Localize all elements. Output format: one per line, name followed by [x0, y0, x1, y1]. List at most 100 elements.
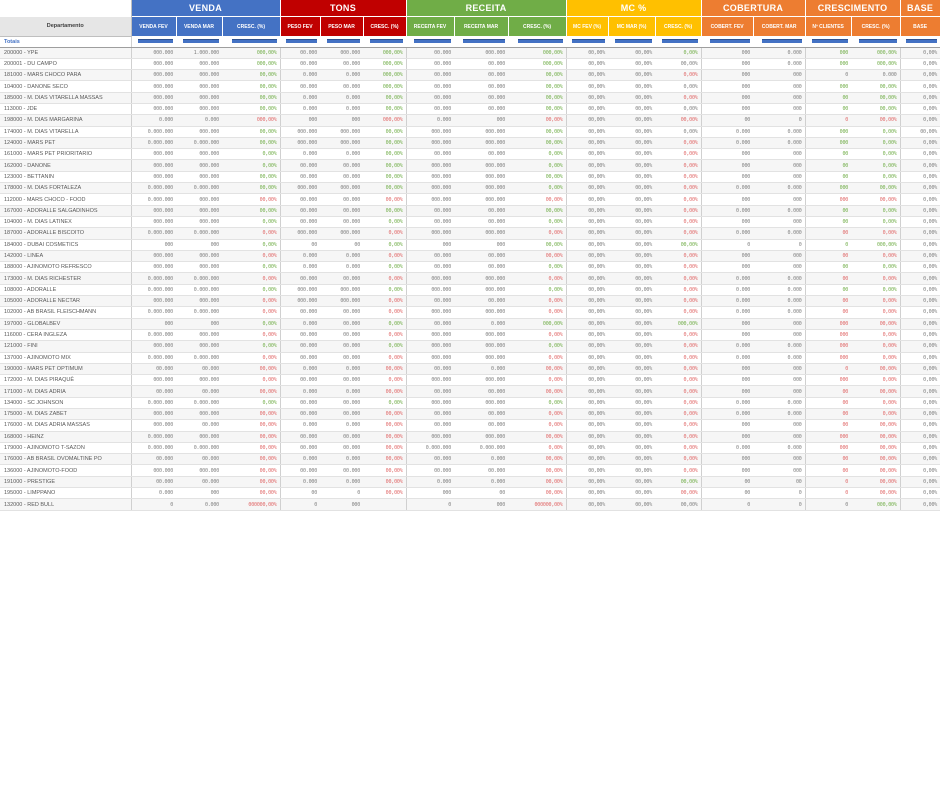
column-header[interactable]: CRESC. (%) — [363, 16, 407, 36]
table-row[interactable]: 142000 - LINEA 000.000 000.000 0,00% 0.000 0.… — [0, 250, 940, 263]
value-cell: 0,00% — [655, 397, 702, 410]
value-cell: 0,00% — [900, 340, 940, 353]
column-header[interactable]: RECEITA FEV — [406, 16, 455, 36]
table-row[interactable]: 187000 - ADORALLE BISCOITO 0.000.000 0.000… — [0, 227, 940, 240]
column-header[interactable]: PESO MAR — [320, 16, 364, 36]
value-cell: 0 — [320, 487, 364, 500]
table-row[interactable]: 176000 - AB BRASIL OVOMALTINE PO 00.000 00… — [0, 453, 940, 466]
table-row[interactable]: 175000 - M. DIAS ZABET 000.000 000.000 00,0… — [0, 408, 940, 421]
value-cell: 000,00% — [851, 498, 901, 511]
value-cell: 000.000 — [176, 103, 222, 116]
value-cell: 000.000 — [176, 431, 222, 443]
value-cell: 0.000.000 — [176, 442, 222, 455]
column-header[interactable]: VENDA FEV — [131, 16, 177, 36]
column-header[interactable]: CRESC. (%) — [655, 16, 702, 36]
value-cell: 000.000 — [176, 92, 222, 104]
value-cell: 0,00% — [222, 261, 281, 274]
value-cell: 00,00% — [608, 363, 656, 376]
value-cell: 00,00% — [566, 80, 609, 93]
table-row[interactable]: 124000 - MARS PET 0.000.000 0.000.000 00,00… — [0, 137, 940, 150]
table-row[interactable]: 105000 - ADORALLE NECTAR 000.000 000.000 0,… — [0, 295, 940, 308]
value-cell: 0,00% — [851, 137, 901, 150]
value-cell: 000.000 — [320, 126, 364, 138]
table-row[interactable]: 171000 - M. DIAS ADRIA 00.000 00.000 00,00%… — [0, 385, 940, 398]
table-row[interactable]: 198000 - M. DIAS MARGARINA 0.000 0.000 000,… — [0, 114, 940, 127]
table-row[interactable]: 191000 - PRESTIGE 00.000 00.000 00,00% 0.000… — [0, 476, 940, 489]
column-header[interactable]: BASE — [900, 16, 940, 36]
table-row[interactable]: 200001 - DU CAMPO 000.000 000.000 000,00% 00… — [0, 58, 940, 71]
column-header[interactable]: PESO FEV — [280, 16, 321, 36]
table-row[interactable]: 102000 - AB BRASIL FLEISCHMANN 0.000.000 0… — [0, 306, 940, 319]
value-cell: 0.000 — [753, 58, 806, 71]
department-column-header[interactable]: Departamento — [0, 16, 132, 37]
table-row[interactable]: 197000 - GLOBALBEV 000 000 0,00% 0.000 00.000… — [0, 318, 940, 330]
table-row[interactable]: 168000 - HEINZ 0.000.000 000.000 00,00% 00.0… — [0, 431, 940, 443]
table-row[interactable]: 104000 - DANONE SECO 000.000 000.000 00,00%… — [0, 80, 940, 93]
value-cell: 000.000 — [406, 431, 455, 443]
value-cell: 0.000 — [701, 352, 754, 364]
table-row[interactable]: 179000 - AJINOMOTO T-SAZON 0.000.000 0.000… — [0, 442, 940, 455]
column-header[interactable]: COBERT. FEV — [701, 16, 754, 36]
table-row[interactable]: 200000 - YPE 000.000 1.000.000 000,00% 00.00… — [0, 47, 940, 59]
table-row[interactable]: 173000 - M. DIAS RICHESTER 0.000.000 0.000… — [0, 272, 940, 285]
column-header[interactable]: MC FEV (%) — [566, 16, 609, 36]
value-cell: 00.000 — [454, 69, 509, 82]
table-row[interactable]: 137000 - AJINOMOTO MIX 0.000.000 0.000.000… — [0, 352, 940, 364]
table-row[interactable]: 195000 - LIMPPANO 0.000 000 00,00% 00 0 00,00%… — [0, 487, 940, 500]
value-cell: 000.000 — [320, 182, 364, 195]
table-row[interactable]: 190000 - MARS PET OPTIMUM 00.000 00.000 00,… — [0, 363, 940, 376]
table-row[interactable]: 136000 - AJINOMOTO-FOOD 000.000 000.000 00,… — [0, 464, 940, 477]
value-cell: 0,00% — [900, 352, 940, 364]
table-row[interactable]: 184000 - DUBAI COSMETICS 000 000 0,00% 00 00 0… — [0, 239, 940, 251]
value-cell: 000 — [320, 498, 364, 511]
table-row[interactable]: 181000 - MARS CHOCO PARA 000.000 000.000 00… — [0, 69, 940, 82]
value-cell: 00,00% — [363, 92, 407, 104]
value-cell: 0.000 — [280, 92, 321, 104]
value-cell: 000.000 — [131, 295, 176, 308]
value-cell: 00,00% — [608, 306, 656, 319]
value-cell: 00,00% — [508, 103, 567, 116]
table-row[interactable]: 121000 - FINI 000.000 000.000 0,00% 00.000 00… — [0, 340, 940, 353]
department-name: 184000 - DUBAI COSMETICS — [0, 239, 132, 251]
column-header[interactable]: VENDA MAR — [176, 16, 223, 36]
table-row[interactable]: 104000 - M. DIAS LATINEX 000.000 000.000 0,… — [0, 216, 940, 229]
value-cell: 0,00% — [655, 159, 702, 172]
value-cell: 00,00% — [566, 239, 609, 251]
table-row[interactable]: 108000 - ADORALLE 0.000.000 0.000.000 0,00%… — [0, 284, 940, 297]
table-row[interactable]: 188000 - AJINOMOTO REFRESCO 000.000 000.00… — [0, 261, 940, 274]
table-row[interactable]: 185000 - M. DIAS VITARELLA MASSAS 000.000… — [0, 92, 940, 104]
value-cell: 0,00% — [900, 171, 940, 184]
value-cell: 00.000 — [176, 363, 222, 376]
table-row[interactable]: 116000 - CERA INGLEZA 0.000.000 000.000 0,0… — [0, 329, 940, 342]
table-row[interactable]: 161000 - MARS PET PRIORITARIO 000.000 000.… — [0, 148, 940, 161]
value-cell: 00,00% — [222, 69, 281, 82]
value-cell: 0.000 — [320, 92, 364, 104]
value-cell: 0,00% — [655, 442, 702, 455]
column-header[interactable]: RECEITA MAR — [454, 16, 509, 36]
value-cell: 00.000 — [131, 453, 176, 466]
value-cell: 000.000 — [406, 306, 455, 319]
value-cell: 00,00% — [608, 431, 656, 443]
column-header[interactable]: COBERT. MAR — [753, 16, 806, 36]
column-header[interactable]: Nº CLIENTES — [805, 16, 852, 36]
value-cell: 000 — [701, 103, 754, 116]
table-row[interactable]: 174000 - M. DIAS VITARELLA 0.000.000 000.0… — [0, 126, 940, 138]
value-cell: 0,00% — [508, 295, 567, 308]
column-header[interactable]: MC MAR (%) — [608, 16, 656, 36]
table-row[interactable]: 172000 - M. DIAS PIRAQUÊ 000.000 000.000 0,… — [0, 374, 940, 387]
table-row[interactable]: 162000 - DANONE 000.000 000.000 0,00% 00.000… — [0, 159, 940, 172]
value-cell: 00,00% — [363, 148, 407, 161]
column-header[interactable]: CRESC. (%) — [851, 16, 901, 36]
table-row[interactable]: 112000 - MARS CHOCO - FOOD 0.000.000 000.0… — [0, 193, 940, 206]
table-row[interactable]: 132000 - RED BULL 0 0.000 000000,00% 0 000 0 00… — [0, 498, 940, 511]
table-row[interactable]: 113000 - JDE 000.000 000.000 00,00% 0.000 0.0… — [0, 103, 940, 116]
column-header[interactable]: CRESC. (%) — [222, 16, 281, 36]
value-cell: 00,00% — [566, 103, 609, 116]
table-row[interactable]: 134000 - SC JOHNSON 0.000.000 0.000.000 0,0… — [0, 397, 940, 410]
table-row[interactable]: 167000 - ADORALLE SALGADINHOS 000.000 000.… — [0, 205, 940, 217]
table-row[interactable]: 178000 - M. DIAS FORTALEZA 0.000.000 0.000… — [0, 182, 940, 195]
value-cell: 0,00% — [900, 385, 940, 398]
column-header[interactable]: CRESC. (%) — [508, 16, 567, 36]
table-row[interactable]: 176000 - M. DIAS ADRIA MASSAS 000.000 00.0… — [0, 419, 940, 432]
table-row[interactable]: 123000 - BETTANIN 000.000 000.000 00,00% 00.… — [0, 171, 940, 184]
